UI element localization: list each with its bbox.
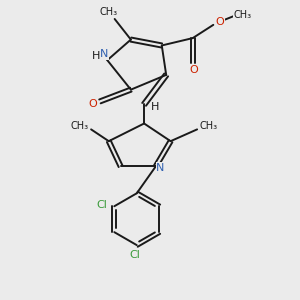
Text: CH₃: CH₃ — [234, 10, 252, 20]
Text: N: N — [100, 49, 109, 59]
Text: O: O — [215, 17, 224, 27]
Text: CH₃: CH₃ — [199, 122, 218, 131]
Text: CH₃: CH₃ — [71, 122, 89, 131]
Text: O: O — [88, 99, 97, 110]
Text: Cl: Cl — [130, 250, 141, 260]
Text: N: N — [156, 163, 164, 173]
Text: H: H — [92, 51, 100, 61]
Text: H: H — [151, 102, 160, 112]
Text: CH₃: CH₃ — [100, 8, 118, 17]
Text: O: O — [189, 64, 198, 75]
Text: Cl: Cl — [97, 200, 107, 210]
